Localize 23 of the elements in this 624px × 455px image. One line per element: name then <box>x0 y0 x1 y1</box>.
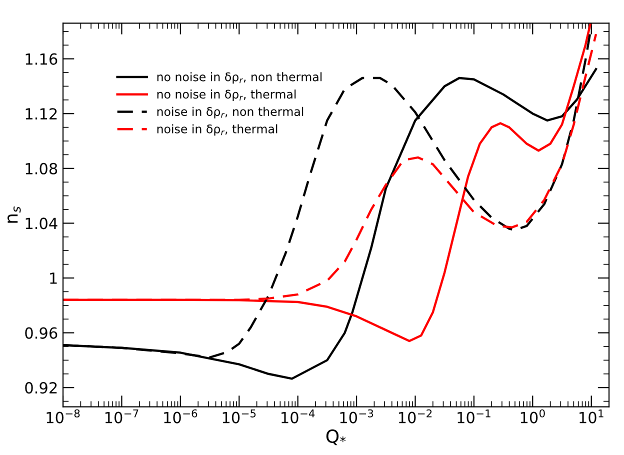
y-tick-label: 1.16 <box>26 53 58 65</box>
x-tick-label: 10$^{−8}$ <box>46 409 80 424</box>
x-tick-label: 10$^{−1}$ <box>458 409 490 424</box>
x-tick-label: 10$^{−7}$ <box>105 409 138 424</box>
x-tick-label: 10$^{−6}$ <box>164 409 198 424</box>
y-tick-label: 0.92 <box>25 382 57 394</box>
x-tick-label: 10$^{0}$ <box>520 409 545 424</box>
x-axis-title: Q$_{*}$ <box>326 429 346 446</box>
y-tick-label: 1.08 <box>26 162 58 174</box>
y-tick-label: 1 <box>50 272 57 284</box>
x-tick-label: 10$^{−3}$ <box>340 409 374 424</box>
legend-label: no noise in δρ$_{r}$, non thermal <box>157 72 322 84</box>
x-tick-label: 10$^{−4}$ <box>282 409 315 424</box>
legend-label: no noise in δρ$_{r}$, thermal <box>157 90 296 101</box>
y-tick-label: 1.04 <box>26 218 58 230</box>
legend-label: noise in δρ$_{r}$, non thermal <box>157 106 304 118</box>
x-tick-label: 10$^{−5}$ <box>222 409 256 424</box>
legend-label: noise in δρ$_{r}$, thermal <box>157 124 278 136</box>
y-tick-label: 0.96 <box>25 327 58 339</box>
y-axis-title: n$_{s}$ <box>8 206 21 223</box>
y-tick-label: 1.12 <box>26 108 57 120</box>
x-tick-label: 10$^{−2}$ <box>398 409 432 424</box>
x-tick-label: 10$^{1}$ <box>580 409 604 424</box>
